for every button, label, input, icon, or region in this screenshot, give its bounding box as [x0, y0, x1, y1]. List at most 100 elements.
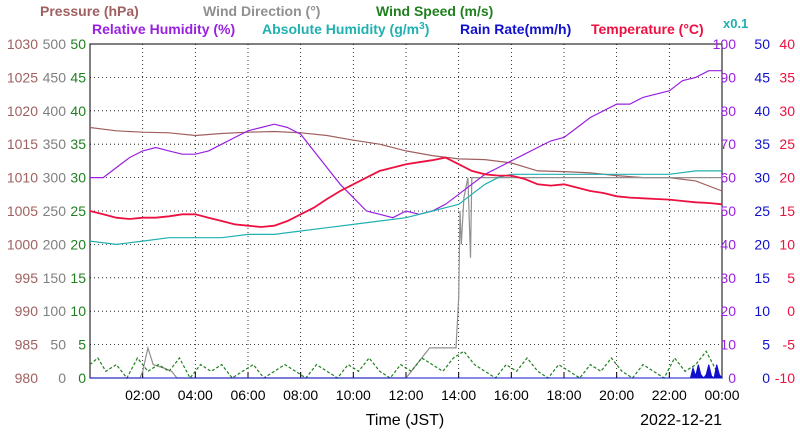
y-tick-label: 25 — [70, 203, 86, 219]
series-temperature-c — [89, 156, 723, 228]
legend-temperature: Temperature (°C) — [591, 21, 704, 37]
y-tick-label: 35 — [754, 136, 770, 152]
legend-absolute-humidity: Absolute Humidity (g/m3) — [262, 21, 429, 37]
y-tick-label: 150 — [43, 270, 67, 286]
series-rain-rate — [90, 364, 724, 379]
y-tick-label: 200 — [43, 236, 67, 252]
y-tick-label: 10 — [754, 303, 770, 319]
y-tick-label: 5 — [762, 337, 770, 353]
y-tick-label: 20 — [779, 170, 795, 186]
legend-relative-humidity: Relative Humidity (%) — [92, 21, 235, 37]
y-tick-label: 990 — [15, 303, 39, 319]
y-tick-label: 400 — [43, 103, 67, 119]
y-tick-label: 1020 — [7, 103, 38, 119]
y-tick-label: 40 — [754, 103, 770, 119]
y-tick-label: 20 — [754, 236, 770, 252]
y-tick-label: -10 — [775, 370, 795, 386]
y-tick-label: 1005 — [7, 203, 38, 219]
y-tick-label: 30 — [779, 103, 795, 119]
y-tick-label: 15 — [70, 270, 86, 286]
y-tick-label: 60 — [720, 170, 736, 186]
y-tick-label: -5 — [783, 337, 796, 353]
y-tick-label: 0 — [762, 370, 770, 386]
y-tick-label: 50 — [70, 36, 86, 52]
legend-wind-direction: Wind Direction (°) — [203, 3, 320, 19]
x-tick-label: 08:00 — [283, 387, 318, 403]
y-tick-label: 450 — [43, 69, 67, 85]
y-tick-label: 50 — [50, 337, 66, 353]
legend-multiplier: x0.1 — [723, 16, 748, 31]
series — [89, 70, 724, 380]
series-wind-speed-m-s — [89, 350, 718, 380]
x-tick-label: 20:00 — [599, 387, 634, 403]
y-tick-label: 40 — [70, 103, 86, 119]
y-tick-label: 0 — [58, 370, 66, 386]
legend-wind-speed: Wind Speed (m/s) — [376, 3, 493, 19]
y-tick-label: 40 — [720, 236, 736, 252]
y-tick-label: 80 — [720, 103, 736, 119]
y-tick-label: 1015 — [7, 136, 38, 152]
y-tick-label: 5 — [78, 337, 86, 353]
y-tick-label: 980 — [15, 370, 39, 386]
series-absolute-humidity-g-m3-x0-1 — [89, 170, 722, 246]
y-tick-label: 10 — [70, 303, 86, 319]
y-tick-label: 995 — [15, 270, 39, 286]
y-tick-label: 1000 — [7, 236, 38, 252]
legend: Pressure (hPa) Wind Direction (°) Wind S… — [40, 3, 748, 37]
y-tick-label: 300 — [43, 170, 67, 186]
y-tick-label: 30 — [754, 170, 770, 186]
y-tick-label: 1025 — [7, 69, 38, 85]
y-tick-label: 1030 — [7, 36, 38, 52]
x-tick-label: 18:00 — [546, 387, 581, 403]
y-tick-label: 500 — [43, 36, 67, 52]
x-tick-label: 02:00 — [125, 387, 160, 403]
y-tick-label: 20 — [720, 303, 736, 319]
y-tick-label: 90 — [720, 69, 736, 85]
y-tick-label: 10 — [720, 337, 736, 353]
y-tick-label: 985 — [15, 337, 39, 353]
x-tick-label: 00:00 — [704, 387, 739, 403]
y-tick-label: 0 — [787, 303, 795, 319]
y-tick-label: 45 — [754, 69, 770, 85]
y-tick-label: 1010 — [7, 170, 38, 186]
x-tick-label: 12:00 — [388, 387, 423, 403]
x-tick-label: 04:00 — [178, 387, 213, 403]
x-axis-label: Time (JST) — [366, 412, 445, 429]
y-tick-label: 35 — [779, 69, 795, 85]
y-tick-label: 30 — [70, 170, 86, 186]
y-tick-label: 20 — [70, 236, 86, 252]
y-tick-label: 100 — [713, 36, 737, 52]
y-tick-label: 15 — [754, 270, 770, 286]
y-tick-label: 50 — [720, 203, 736, 219]
y-tick-label: 0 — [78, 370, 86, 386]
y-tick-label: 25 — [779, 136, 795, 152]
y-tick-label: 5 — [787, 270, 795, 286]
x-tick-label: 16:00 — [494, 387, 529, 403]
series-wind-direction — [90, 177, 722, 379]
legend-rain-rate: Rain Rate(mm/h) — [460, 21, 571, 37]
y-tick-label: 10 — [779, 236, 795, 252]
y-tick-label: 45 — [70, 69, 86, 85]
x-tick-label: 10:00 — [336, 387, 371, 403]
y-tick-label: 70 — [720, 136, 736, 152]
y-tick-label: 40 — [779, 36, 795, 52]
series-pressure-hpa — [89, 126, 723, 192]
y-tick-label: 15 — [779, 203, 795, 219]
y-tick-label: 35 — [70, 136, 86, 152]
y-tick-label: 250 — [43, 203, 67, 219]
y-tick-label: 25 — [754, 203, 770, 219]
x-tick-label: 14:00 — [441, 387, 476, 403]
y-tick-label: 50 — [754, 36, 770, 52]
y-tick-label: 350 — [43, 136, 67, 152]
y-tick-label: 100 — [43, 303, 67, 319]
x-tick-label: 22:00 — [652, 387, 687, 403]
series-relative-humidity — [90, 70, 722, 219]
legend-pressure: Pressure (hPa) — [40, 3, 139, 19]
y-tick-label: 30 — [720, 270, 736, 286]
y-tick-label: 0 — [728, 370, 736, 386]
x-tick-label: 06:00 — [230, 387, 265, 403]
date-label: 2022-12-21 — [640, 412, 722, 429]
axes: 1030102510201015101010051000995990985980… — [7, 36, 795, 403]
